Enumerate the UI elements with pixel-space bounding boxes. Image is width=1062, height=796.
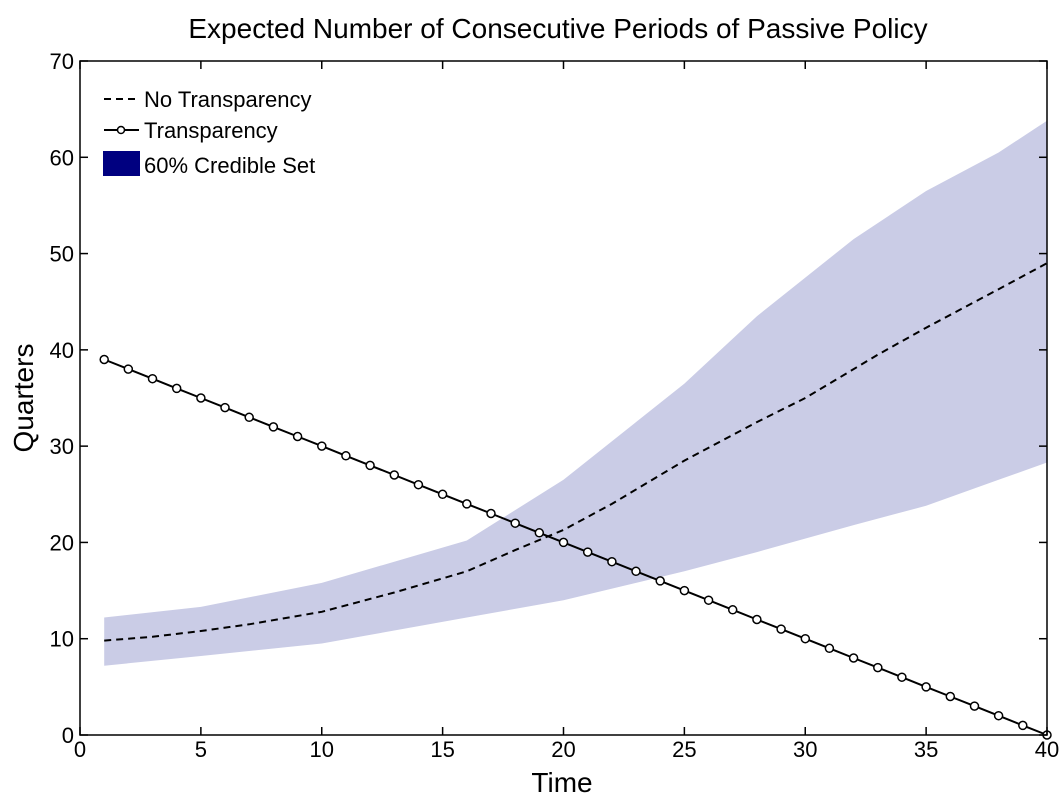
x-tick-label: 40	[1035, 737, 1059, 762]
legend-label-transparency: Transparency	[144, 118, 278, 143]
transparency-point	[292, 431, 303, 442]
x-tick-label: 20	[551, 737, 575, 762]
transparency-point	[244, 412, 254, 423]
transparency-point	[800, 633, 811, 644]
transparency-point	[341, 451, 351, 461]
transparency-point	[123, 364, 134, 374]
legend: No Transparency Transparency 60% Credibl…	[93, 83, 355, 185]
transparency-point	[607, 556, 617, 567]
series-no-transparency-line	[104, 262, 1048, 642]
transparency-point	[727, 605, 738, 615]
legend-swatch-credible-set	[103, 151, 140, 176]
series-transparency-markers	[99, 354, 1052, 740]
transparency-point	[99, 354, 109, 365]
transparency-point	[848, 653, 859, 663]
transparency-point	[534, 528, 545, 538]
transparency-point	[655, 576, 665, 586]
chart-title: Expected Number of Consecutive Periods o…	[188, 13, 927, 44]
legend-marker-transparency	[116, 125, 126, 135]
x-tick-label: 0	[74, 737, 86, 762]
y-tick-label: 0	[62, 723, 74, 748]
plot-area	[99, 120, 1052, 740]
y-tick-label: 20	[50, 530, 74, 555]
x-axis-label: Time	[531, 767, 592, 796]
transparency-point	[993, 710, 1004, 721]
transparency-point	[897, 672, 907, 682]
axis-ticks: 0 5 10 15 20 25 30 35 40 0 10 20 30 40 50 60 70	[50, 49, 1060, 762]
y-tick-label: 10	[50, 627, 74, 652]
transparency-point	[679, 585, 690, 596]
transparency-point	[268, 422, 279, 432]
transparency-point	[317, 441, 327, 451]
y-tick-label: 60	[50, 145, 74, 170]
transparency-point	[220, 402, 230, 413]
transparency-point	[486, 508, 496, 519]
transparency-point	[776, 624, 786, 634]
x-tick-label: 5	[195, 737, 207, 762]
transparency-point	[824, 643, 835, 654]
x-tick-label: 30	[793, 737, 817, 762]
transparency-point	[437, 489, 448, 500]
y-tick-label: 50	[50, 242, 74, 267]
transparency-point	[921, 682, 931, 692]
transparency-point	[462, 499, 472, 509]
transparency-point	[171, 383, 182, 394]
y-axis-label: Quarters	[8, 344, 39, 453]
transparency-point	[752, 614, 762, 625]
x-tick-label: 35	[914, 737, 938, 762]
x-tick-label: 15	[430, 737, 454, 762]
x-tick-label: 25	[672, 737, 696, 762]
transparency-point	[582, 547, 593, 557]
transparency-point	[365, 460, 375, 471]
transparency-point	[147, 373, 158, 384]
transparency-point	[389, 470, 400, 480]
transparency-point	[703, 595, 714, 605]
x-tick-label: 10	[310, 737, 334, 762]
transparency-point	[510, 518, 520, 528]
transparency-point	[196, 393, 206, 403]
transparency-point	[945, 691, 956, 702]
transparency-point	[873, 662, 883, 673]
y-tick-label: 30	[50, 434, 74, 459]
legend-label-no-transparency: No Transparency	[144, 87, 312, 112]
y-tick-label: 40	[50, 338, 74, 363]
transparency-point	[631, 566, 641, 577]
transparency-point	[413, 479, 424, 490]
transparency-point	[558, 537, 569, 548]
credible-set-band	[104, 120, 1047, 666]
transparency-point	[969, 701, 980, 711]
legend-label-credible-set: 60% Credible Set	[144, 153, 315, 178]
series-transparency-line	[103, 358, 1048, 736]
transparency-point	[1018, 720, 1028, 731]
y-tick-label: 70	[50, 49, 74, 74]
